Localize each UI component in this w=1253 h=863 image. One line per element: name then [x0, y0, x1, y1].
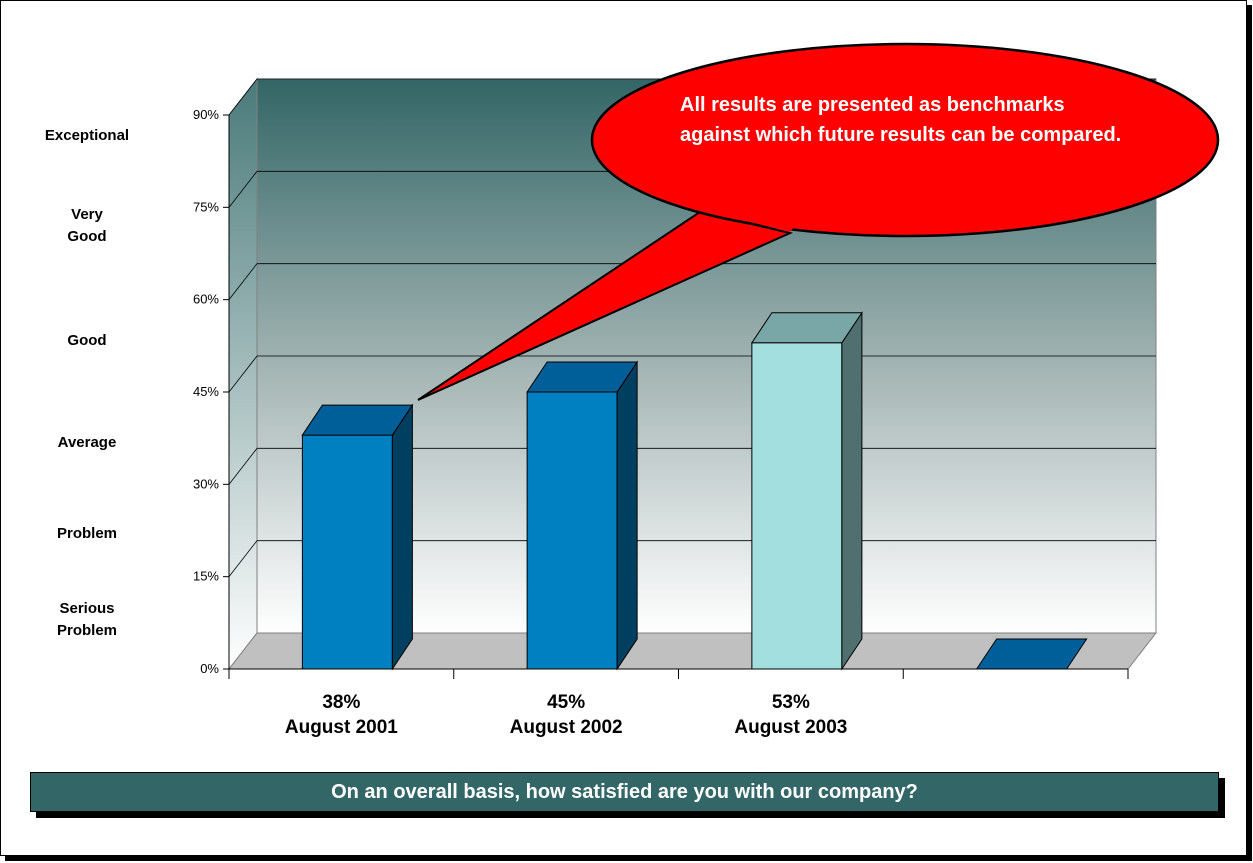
y-tick-label: 45% — [193, 384, 219, 399]
bar-side — [841, 311, 863, 671]
bar-top — [301, 404, 414, 436]
gridline-side — [228, 78, 258, 116]
category-name: August 2001 — [284, 717, 398, 738]
question-banner: On an overall basis, how satisfied are y… — [30, 772, 1219, 812]
y-tick-label: 30% — [193, 476, 219, 491]
value-label: 38% — [322, 692, 361, 713]
rating-label: Good — [67, 332, 107, 349]
y-tick-label: 15% — [193, 569, 219, 584]
value-label: 53% — [771, 692, 810, 713]
category-name: August 2003 — [734, 717, 848, 738]
bar-1 — [301, 403, 414, 671]
bar-top — [975, 638, 1088, 670]
bar-4 — [975, 638, 1088, 670]
gridline-side — [228, 540, 258, 577]
bar-side — [616, 360, 638, 671]
gridline-side — [228, 355, 258, 393]
callout-bubble — [590, 42, 1220, 238]
bar-top — [750, 312, 863, 344]
rating-label: Problem — [56, 525, 117, 542]
category-label: 38% August 2001 — [251, 690, 431, 740]
bar-2 — [526, 360, 639, 671]
frame-shadow — [5, 856, 1252, 861]
bar-front — [751, 342, 843, 670]
bar-3 — [750, 311, 863, 671]
frame-shadow — [1247, 5, 1252, 861]
y-tick-label: 75% — [193, 199, 219, 214]
rating-label: Exceptional — [44, 127, 130, 144]
rating-label: Serious Problem — [56, 600, 117, 639]
y-tick-label: 60% — [193, 292, 219, 307]
y-tick-label: 0% — [200, 661, 219, 676]
y-tick-label: 90% — [193, 107, 219, 122]
rating-label: Very Good — [67, 206, 107, 245]
gridline-side — [228, 448, 258, 485]
bar-side — [391, 403, 413, 671]
bar-front — [526, 391, 618, 670]
category-label: 53% August 2003 — [701, 690, 881, 740]
category-name: August 2002 — [509, 717, 623, 738]
rating-label: Average — [57, 434, 117, 451]
callout-text: All results are presented as benchmarks … — [680, 94, 1122, 146]
value-label: 45% — [547, 692, 586, 713]
bar-front — [301, 434, 393, 670]
gridline-side — [228, 263, 258, 300]
gridline-side — [228, 171, 258, 208]
callout-joint — [690, 195, 800, 232]
bar-top — [526, 361, 639, 393]
category-label: 45% August 2002 — [476, 690, 656, 740]
